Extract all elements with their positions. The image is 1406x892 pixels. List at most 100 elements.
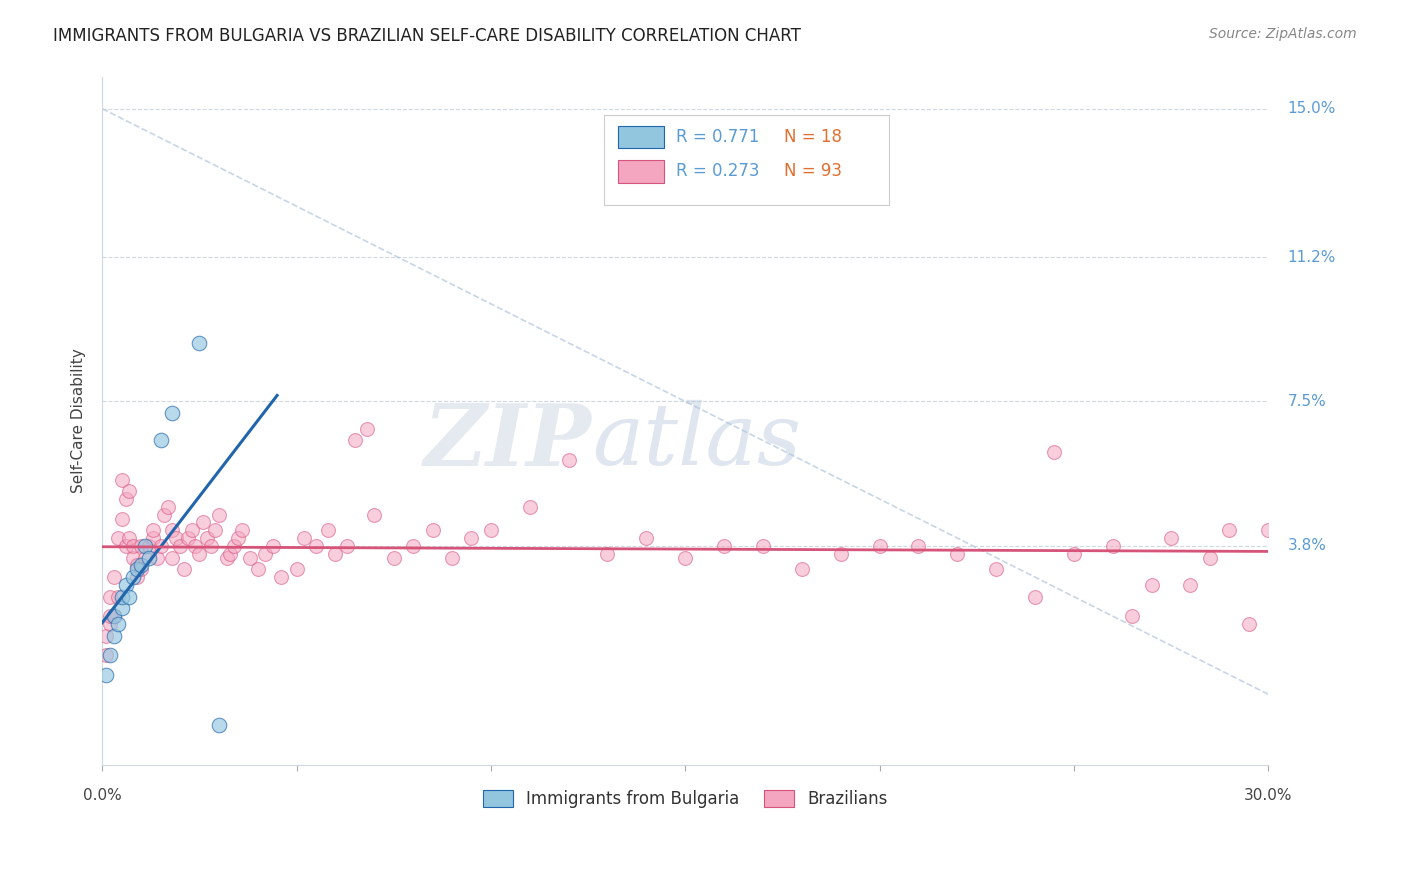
Text: 0.0%: 0.0%	[83, 788, 121, 803]
Point	[1180, 578, 1202, 592]
Text: N = 18: N = 18	[785, 128, 842, 145]
Point	[118, 484, 141, 499]
Point	[1024, 590, 1046, 604]
Point	[292, 531, 315, 545]
Point	[596, 547, 619, 561]
Point	[94, 629, 117, 643]
Point	[422, 523, 444, 537]
Point	[180, 523, 202, 537]
Point	[246, 562, 269, 576]
Point	[1063, 547, 1085, 561]
Point	[1101, 539, 1123, 553]
Point	[118, 531, 141, 545]
Point	[986, 562, 1008, 576]
Point	[215, 550, 238, 565]
Point	[363, 508, 385, 522]
Point	[1121, 609, 1143, 624]
Point	[122, 539, 145, 553]
Point	[138, 550, 160, 565]
Point	[188, 335, 211, 350]
Point	[869, 539, 891, 553]
Point	[157, 500, 180, 514]
Point	[134, 550, 156, 565]
Point	[305, 539, 328, 553]
Text: R = 0.771: R = 0.771	[676, 128, 759, 145]
Point	[713, 539, 735, 553]
Point	[127, 558, 149, 573]
Point	[160, 523, 183, 537]
Point	[224, 539, 246, 553]
Point	[1160, 531, 1182, 545]
Bar	[617, 160, 664, 183]
Text: 11.2%: 11.2%	[1288, 250, 1336, 265]
Point	[103, 570, 125, 584]
Point	[107, 617, 129, 632]
Point	[173, 562, 195, 576]
Bar	[617, 126, 664, 148]
Point	[111, 601, 134, 615]
Point	[134, 539, 156, 553]
Point	[122, 570, 145, 584]
Point	[114, 491, 136, 506]
Point	[118, 590, 141, 604]
Point	[440, 550, 463, 565]
Point	[519, 500, 541, 514]
Point	[325, 547, 347, 561]
Point	[111, 511, 134, 525]
Point	[226, 531, 249, 545]
Text: ZIP: ZIP	[425, 400, 592, 483]
Text: atlas: atlas	[592, 401, 801, 483]
Legend: Immigrants from Bulgaria, Brazilians: Immigrants from Bulgaria, Brazilians	[475, 783, 894, 814]
Point	[1199, 550, 1222, 565]
Point	[165, 531, 187, 545]
Point	[138, 539, 160, 553]
Point	[1043, 445, 1066, 459]
Point	[98, 648, 121, 663]
Point	[169, 539, 191, 553]
Point	[127, 570, 149, 584]
Point	[752, 539, 775, 553]
FancyBboxPatch shape	[603, 115, 889, 204]
Point	[1237, 617, 1260, 632]
Y-axis label: Self-Care Disability: Self-Care Disability	[72, 349, 86, 493]
Point	[270, 570, 292, 584]
Point	[98, 590, 121, 604]
Point	[1140, 578, 1163, 592]
Point	[129, 562, 152, 576]
Point	[254, 547, 277, 561]
Point	[103, 629, 125, 643]
Point	[285, 562, 308, 576]
Point	[98, 609, 121, 624]
Text: IMMIGRANTS FROM BULGARIA VS BRAZILIAN SELF-CARE DISABILITY CORRELATION CHART: IMMIGRANTS FROM BULGARIA VS BRAZILIAN SE…	[53, 27, 801, 45]
Point	[114, 578, 136, 592]
Point	[557, 453, 579, 467]
Point	[127, 562, 149, 576]
Point	[145, 550, 167, 565]
Point	[177, 531, 200, 545]
Point	[219, 547, 242, 561]
Point	[142, 523, 165, 537]
Point	[98, 617, 121, 632]
Point	[193, 516, 215, 530]
Point	[111, 590, 134, 604]
Point	[107, 531, 129, 545]
Point	[188, 547, 211, 561]
Point	[200, 539, 222, 553]
Point	[208, 718, 231, 732]
Point	[94, 648, 117, 663]
Text: 7.5%: 7.5%	[1288, 394, 1326, 409]
Point	[790, 562, 813, 576]
Point	[1257, 523, 1279, 537]
Point	[343, 434, 366, 448]
Point	[673, 550, 696, 565]
Point	[231, 523, 253, 537]
Point	[316, 523, 339, 537]
Point	[830, 547, 852, 561]
Point	[184, 539, 207, 553]
Point	[114, 539, 136, 553]
Point	[239, 550, 262, 565]
Point	[262, 539, 284, 553]
Point	[160, 550, 183, 565]
Point	[111, 473, 134, 487]
Point	[336, 539, 359, 553]
